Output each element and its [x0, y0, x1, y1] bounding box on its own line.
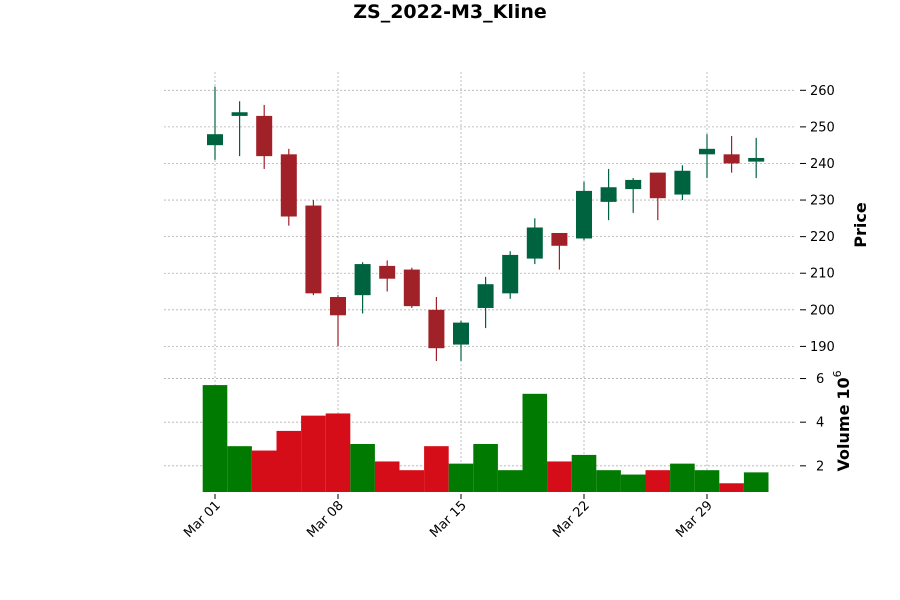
candle-body — [526, 227, 543, 259]
volume-bar — [497, 470, 523, 492]
volume-axis: 2 4 6 — [800, 372, 824, 474]
candle-body — [600, 187, 617, 202]
volume-bar — [694, 470, 720, 492]
date-tick-label: Mar 15 — [427, 498, 470, 541]
date-axis: Mar 01 Mar 08 Mar 15 Mar 22 Mar 29 — [181, 494, 716, 541]
volume-bar — [596, 470, 621, 492]
date-tick-label: Mar 22 — [550, 498, 593, 541]
candle — [674, 165, 691, 201]
volume-bar — [424, 446, 449, 492]
volume-bar — [719, 483, 744, 492]
volume-tick-label: 4 — [816, 416, 824, 431]
volume-series — [202, 385, 769, 492]
date-tick-label: Mar 29 — [673, 498, 716, 541]
candle-body — [649, 172, 666, 199]
price-tick-label: 230 — [810, 194, 835, 209]
candle-body — [256, 115, 273, 157]
candle-body — [428, 309, 445, 349]
candle-body — [699, 148, 715, 155]
volume-bar — [399, 470, 425, 492]
candle-body — [502, 254, 519, 294]
volume-bar — [202, 385, 228, 492]
candle — [231, 101, 248, 157]
volume-bar — [522, 393, 548, 492]
volume-bar — [227, 446, 252, 492]
volume-bar — [620, 474, 646, 492]
candle — [330, 295, 346, 347]
volume-bar — [743, 472, 769, 492]
candle — [600, 168, 617, 221]
candle — [526, 218, 543, 265]
volume-bar — [325, 413, 351, 492]
volume-bar — [251, 450, 277, 492]
volume-bar — [547, 461, 572, 492]
candle-body — [453, 322, 469, 345]
candle — [477, 276, 494, 329]
candlestick-series — [207, 86, 765, 362]
volume-tick-label: 2 — [816, 459, 824, 474]
candle — [649, 172, 666, 221]
price-tick-label: 200 — [810, 303, 835, 318]
volume-bar — [350, 444, 375, 492]
date-tick-label: Mar 08 — [304, 498, 347, 541]
candle-body — [379, 265, 396, 279]
candle — [207, 86, 223, 160]
candle-body — [403, 269, 420, 307]
candle — [502, 251, 519, 299]
volume-axis-label: Volume — [834, 404, 853, 471]
candle-body — [576, 190, 592, 239]
candle-body — [280, 154, 297, 217]
candle — [748, 137, 765, 179]
vertical-gridlines — [214, 72, 708, 492]
candle-body — [231, 112, 248, 116]
volume-bar — [670, 463, 695, 492]
volume-bar — [301, 415, 326, 492]
candle-body — [477, 284, 494, 308]
price-axis: 190 200 210 220 230 240 250 260 — [800, 84, 835, 355]
volume-bar — [276, 430, 302, 492]
price-tick-label: 210 — [810, 267, 835, 282]
candle — [428, 297, 445, 362]
candle-body — [551, 232, 568, 246]
candle-body — [354, 264, 371, 296]
price-tick-label: 240 — [810, 157, 835, 172]
candle-body — [674, 170, 691, 195]
candle — [576, 181, 592, 241]
candle — [625, 178, 642, 213]
candle-body — [625, 179, 642, 190]
volume-tick-label: 6 — [816, 372, 824, 387]
volume-bar — [374, 461, 400, 492]
candle-body — [723, 154, 740, 164]
price-tick-label: 250 — [810, 120, 835, 135]
candle-body — [305, 205, 322, 294]
candle — [305, 200, 322, 296]
candle — [256, 104, 273, 169]
volume-bar — [571, 454, 597, 492]
candle — [379, 260, 396, 292]
candle — [699, 134, 715, 179]
chart-title: ZS_2022-M3_Kline — [353, 1, 547, 23]
candle — [453, 320, 469, 362]
price-tick-label: 220 — [810, 230, 835, 245]
candle — [403, 267, 420, 308]
date-tick-label: Mar 01 — [181, 498, 224, 541]
candle — [280, 148, 297, 226]
volume-bar — [645, 470, 671, 492]
price-axis-label: Price — [851, 202, 870, 248]
candle — [723, 136, 740, 173]
volume-multiplier: 106 — [831, 370, 853, 399]
price-tick-label: 260 — [810, 84, 835, 99]
candle-body — [330, 297, 346, 316]
candle — [551, 232, 568, 270]
volume-bar — [448, 463, 474, 492]
price-tick-label: 190 — [810, 340, 835, 355]
candle-body — [748, 157, 765, 162]
volume-bar — [473, 444, 498, 492]
candle — [354, 262, 371, 314]
candle-body — [207, 134, 223, 146]
